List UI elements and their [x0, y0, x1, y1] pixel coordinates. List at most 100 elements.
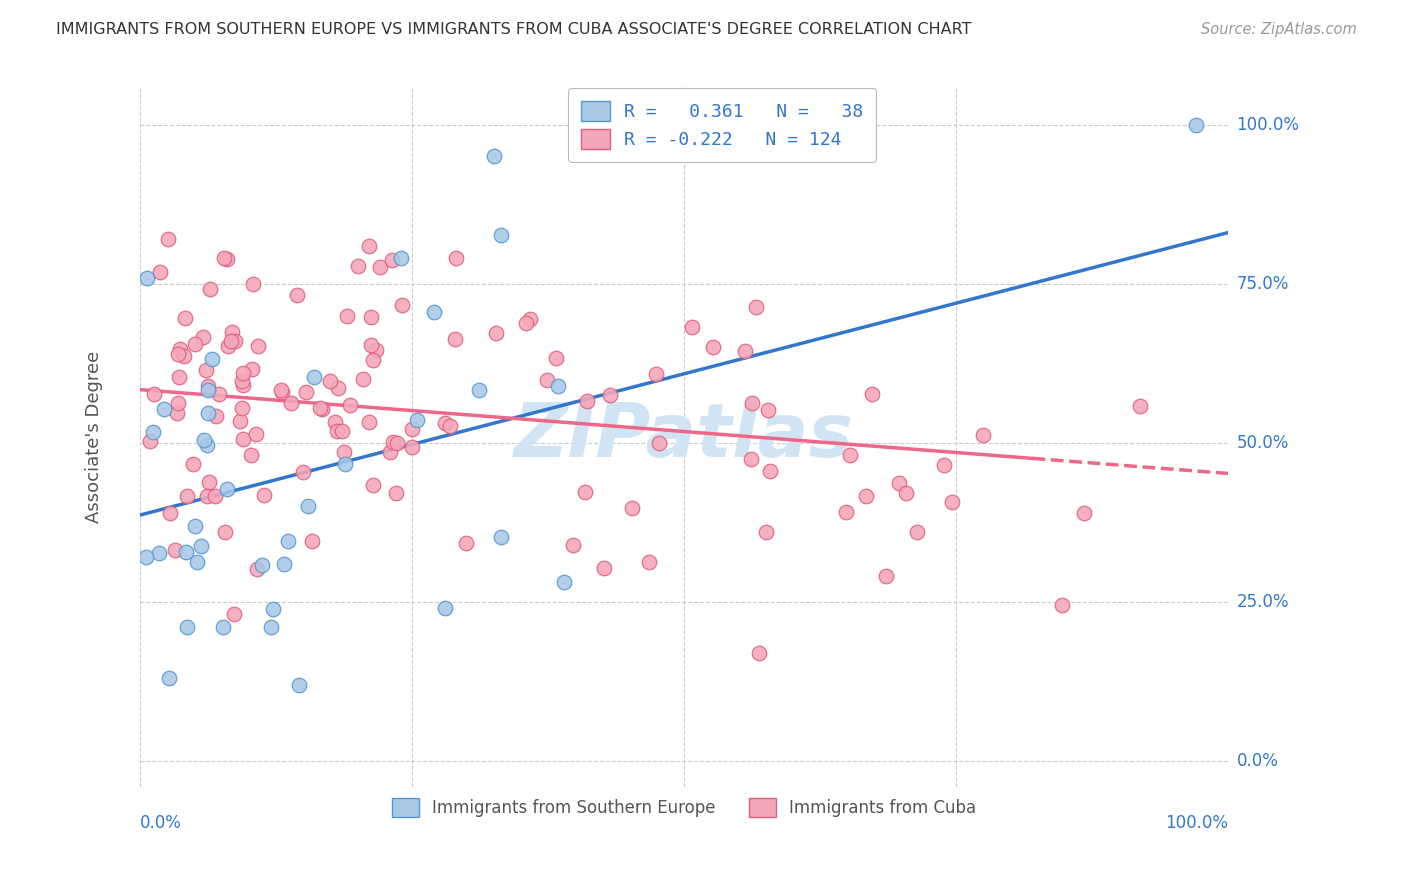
Point [547, 378, 569, 392]
Point [214, 524, 236, 539]
Point [381, 253, 404, 268]
Point [245, 427, 267, 442]
Point [181, 457, 204, 471]
Point [232, 367, 254, 381]
Point [174, 545, 197, 559]
Point [215, 252, 238, 266]
Point [1073, 506, 1095, 520]
Point [734, 343, 756, 358]
Point [231, 378, 253, 392]
Point [242, 277, 264, 291]
Point [194, 362, 217, 376]
Point [620, 500, 643, 515]
Point [246, 562, 269, 576]
Point [135, 550, 157, 565]
Point [681, 319, 703, 334]
Point [295, 384, 318, 399]
Point [193, 433, 215, 447]
Point [165, 543, 187, 558]
Point [262, 602, 284, 616]
Point [301, 533, 323, 548]
Point [270, 383, 292, 397]
Point [835, 505, 858, 519]
Point [280, 396, 302, 410]
Point [489, 227, 512, 242]
Text: 0.0%: 0.0% [141, 814, 181, 832]
Point [273, 557, 295, 571]
Text: 25.0%: 25.0% [1237, 593, 1289, 611]
Point [325, 424, 347, 438]
Point [740, 451, 762, 466]
Point [326, 381, 349, 395]
Point [184, 519, 207, 533]
Point [156, 232, 179, 246]
Point [347, 260, 370, 274]
Point [360, 337, 382, 351]
Point [645, 367, 668, 381]
Point [308, 401, 330, 415]
Point [932, 458, 955, 472]
Point [246, 339, 269, 353]
Point [287, 288, 309, 302]
Point [167, 395, 190, 409]
Point [364, 343, 387, 358]
Point [224, 334, 246, 348]
Point [195, 489, 218, 503]
Point [139, 434, 162, 448]
Point [270, 384, 292, 399]
Point [546, 351, 568, 366]
Point [360, 310, 382, 325]
Point [389, 252, 412, 266]
Point [319, 374, 342, 388]
Point [444, 252, 467, 266]
Point [197, 383, 219, 397]
Point [387, 435, 409, 450]
Point [208, 386, 231, 401]
Point [1184, 118, 1206, 132]
Point [741, 395, 763, 409]
Point [169, 342, 191, 356]
Text: Source: ZipAtlas.com: Source: ZipAtlas.com [1201, 22, 1357, 37]
Point [439, 418, 461, 433]
Point [221, 325, 243, 339]
Text: 100.0%: 100.0% [1237, 116, 1299, 134]
Point [456, 536, 478, 550]
Text: ZIPatlas: ZIPatlas [515, 400, 855, 473]
Point [167, 369, 190, 384]
Point [166, 347, 188, 361]
Point [311, 401, 333, 416]
Point [889, 475, 911, 490]
Point [142, 425, 165, 440]
Point [231, 374, 253, 388]
Point [1050, 598, 1073, 612]
Point [212, 620, 235, 634]
Point [159, 506, 181, 520]
Point [444, 332, 467, 346]
Point [401, 422, 423, 436]
Point [336, 310, 359, 324]
Point [434, 416, 457, 430]
Point [702, 340, 724, 354]
Point [302, 370, 325, 384]
Point [576, 393, 599, 408]
Text: 0.0%: 0.0% [1237, 752, 1278, 770]
Point [361, 352, 384, 367]
Point [260, 620, 283, 634]
Point [391, 298, 413, 312]
Point [231, 401, 253, 416]
Point [423, 305, 446, 319]
Point [201, 352, 224, 367]
Point [215, 482, 238, 496]
Point [193, 330, 215, 344]
Point [240, 362, 263, 376]
Point [148, 546, 170, 560]
Point [378, 445, 401, 459]
Point [277, 534, 299, 549]
Point [748, 646, 770, 660]
Legend: Immigrants from Southern Europe, Immigrants from Cuba: Immigrants from Southern Europe, Immigra… [385, 792, 983, 824]
Point [323, 415, 346, 429]
Point [222, 607, 245, 622]
Point [491, 530, 513, 544]
Point [894, 485, 917, 500]
Point [335, 457, 357, 471]
